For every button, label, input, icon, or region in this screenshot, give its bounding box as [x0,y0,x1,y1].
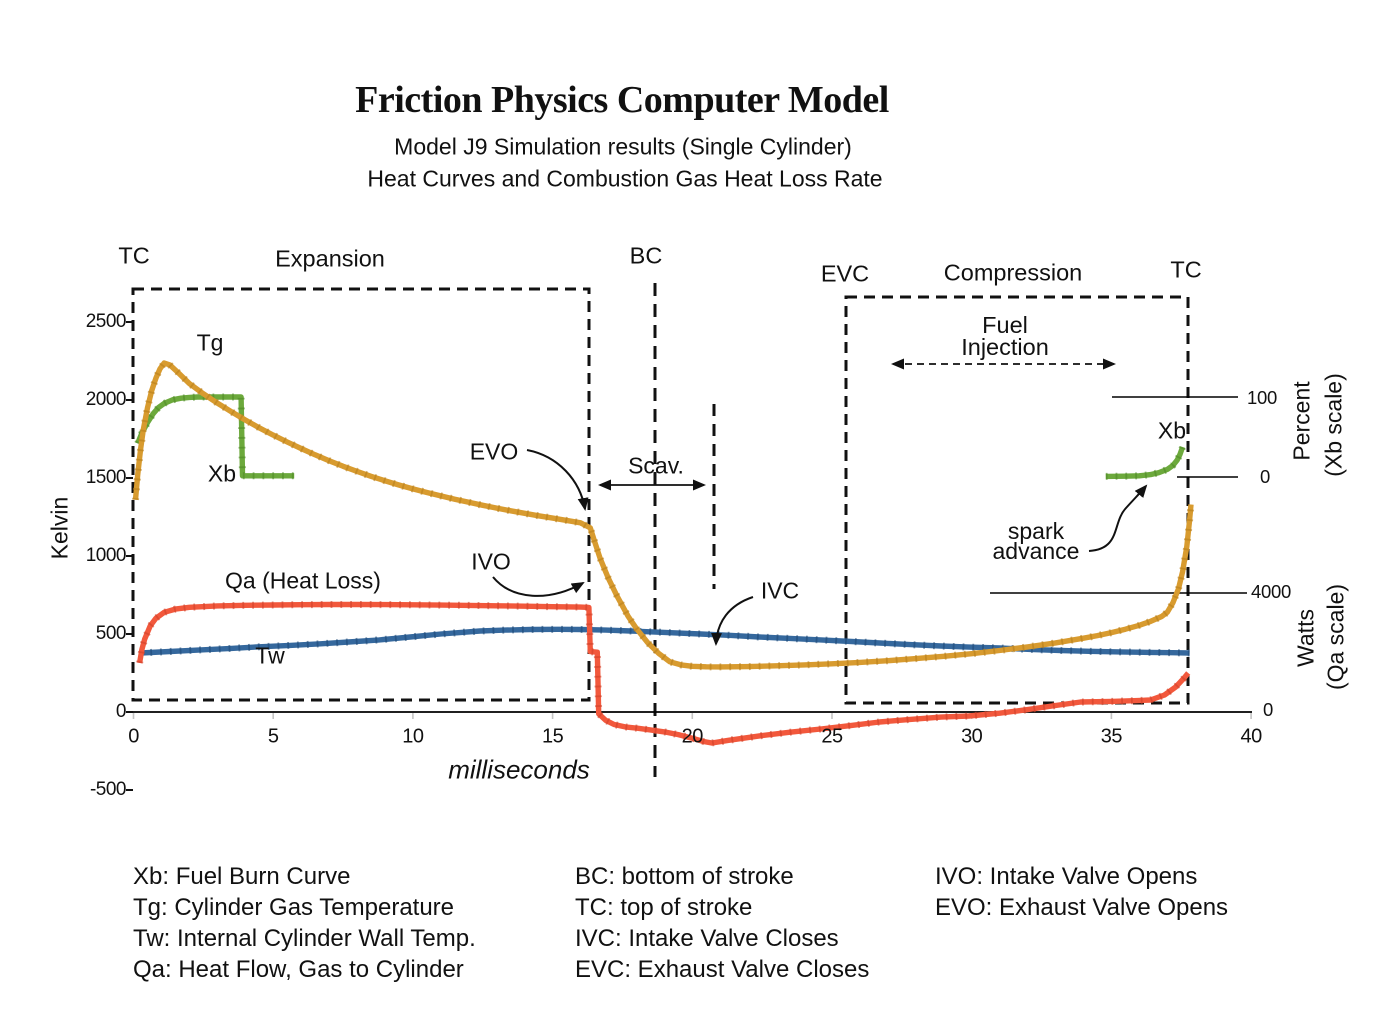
subtitle-line-2: Heat Curves and Combustion Gas Heat Loss… [367,165,883,192]
legend-item-col1-0: Xb: Fuel Burn Curve [133,863,351,890]
percent-tick-100: 100 [1247,387,1277,408]
legend-item-col2-0: BC: bottom of stroke [575,863,794,890]
legend-item-col1-2: Tw: Internal Cylinder Wall Temp. [133,925,476,952]
watts-tick-0: 0 [1263,699,1273,720]
page-title: Friction Physics Computer Model [355,79,889,121]
expansion-label: Expansion [275,245,385,272]
ivc-pointer-arrow [711,596,754,646]
spark-advance-pointer-arrow [1088,484,1148,552]
tg-curve-label: Tg [196,329,224,356]
legend-column-valve-events: IVO: Intake Valve Opens EVO: Exhaust Valv… [935,861,1228,923]
legend-column-curves: Xb: Fuel Burn Curve Tg: Cylinder Gas Temp… [133,861,476,985]
x-tick-label-10: 10 [402,725,424,748]
qa-curve-label: Qa (Heat Loss) [225,567,381,594]
legend-item-col3-0: IVO: Intake Valve Opens [935,863,1198,890]
qa-curve-hatch [136,601,1191,747]
xb_post-curve-hatch [1105,445,1186,480]
tw-curve-label: Tw [255,642,285,669]
x-minor-ticks [132,713,1252,719]
y-tick-label-0: 0 [115,701,127,722]
fuel-injection-line1: Fuel [982,312,1028,338]
subtitle-line-1: Model J9 Simulation results (Single Cyli… [394,133,852,160]
x-tick-label-30: 30 [961,725,983,748]
tc-left-label: TC [118,242,150,269]
legend-column-stroke-events: BC: bottom of stroke TC: top of stroke IVC… [575,861,869,985]
watts-tick-4000: 4000 [1251,581,1291,602]
x-tick-label-40: 40 [1240,725,1262,748]
y-axis-title-kelvin: Kelvin [46,496,73,560]
x-axis-title-milliseconds: milliseconds [448,754,590,785]
compression-label: Compression [943,259,1083,286]
evo-label: EVO [469,438,519,465]
scavenging-label: Scav. [628,452,684,479]
evc-label: EVC [820,260,870,287]
spark-advance-line1: spark [1007,518,1065,544]
y-tick-label-1000: 1000 [85,545,127,566]
evo-pointer-arrow [526,449,589,511]
spark-advance-label: spark advance [992,518,1080,564]
legend-item-col2-3: EVC: Exhaust Valve Closes [575,956,870,983]
right-axis-title-qa-scale: (Qa scale) [1322,583,1349,691]
xb_post-curve [1105,446,1186,480]
tg-curve [132,360,1194,670]
percent-tick-0: 0 [1260,466,1270,487]
y-tick-label-2500: 2500 [85,311,127,332]
x-tick-label-35: 35 [1100,725,1123,748]
x-tick-label-20: 20 [681,725,704,748]
xb-right-curve-label: Xb [1157,417,1187,444]
y-minor-ticks [126,321,133,791]
right-axis-title-watts: Watts [1292,609,1319,667]
bc-label: BC [629,242,663,269]
y-tick-label-1500: 1500 [85,467,127,488]
y-tick-label-2000: 2000 [85,389,127,410]
fuel-injection-line2: Injection [961,334,1049,360]
xb_pre-curve [135,394,295,479]
tg-curve-hatch [132,358,1195,671]
y-tick-label--500: -500 [89,779,127,800]
spark-advance-line2: advance [992,538,1080,564]
ivo-pointer-arrow [492,576,585,597]
right-axis-title-xb-scale: (Xb scale) [1320,373,1347,477]
curves-group [132,358,1195,747]
xb-left-curve-label: Xb [207,460,237,487]
legend-item-col2-1: TC: top of stroke [575,894,753,921]
x-tick-label-15: 15 [541,725,564,748]
legend-item-col1-1: Tg: Cylinder Gas Temperature [133,894,455,921]
legend-item-col1-3: Qa: Heat Flow, Gas to Cylinder [133,956,464,983]
right-axis-title-percent: Percent [1288,381,1315,461]
x-tick-label-0: 0 [128,725,139,748]
tw-curve [140,626,1190,656]
qa-curve [136,601,1191,746]
x-tick-label-5: 5 [267,725,279,748]
ivc-label: IVC [760,577,800,604]
legend-item-col2-2: IVC: Intake Valve Closes [575,925,839,952]
ivo-label: IVO [471,548,511,575]
y-tick-label-500: 500 [95,623,127,644]
compression-phase-box [844,295,1190,705]
legend-item-col3-1: EVO: Exhaust Valve Opens [935,894,1229,921]
tc-right-label: TC [1170,256,1202,283]
fuel-injection-label: Fuel Injection [961,312,1049,360]
x-tick-label-25: 25 [821,725,843,748]
